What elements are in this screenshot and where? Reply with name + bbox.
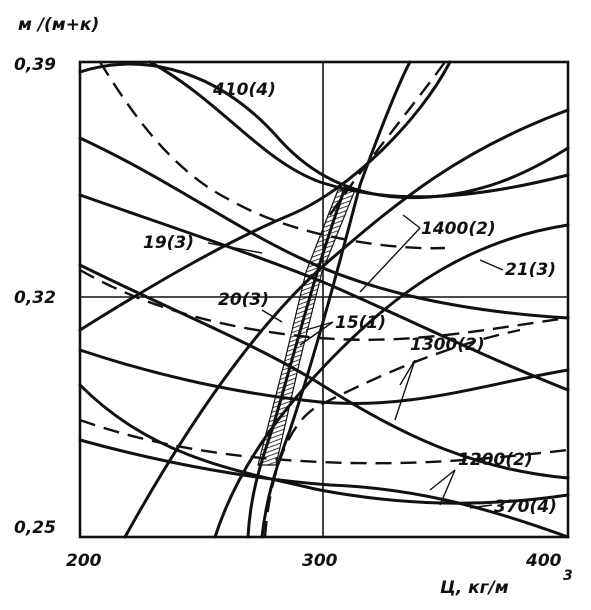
leader-370-4 [469, 504, 493, 509]
x-tick-300: 300 [302, 551, 338, 571]
dashed-19-3 [98, 61, 446, 250]
curve-1400-2 [78, 193, 570, 392]
curve-1300-2-b [78, 348, 570, 406]
label-1300-2: 1300(2) [410, 335, 485, 355]
leader-1400-2 [359, 214, 421, 293]
leader-1300-2 [394, 359, 416, 421]
curve-15-1-right [260, 60, 412, 539]
curve-370-4 [78, 383, 570, 505]
y-tick-032: 0,32 [14, 288, 56, 308]
dashed-20-3 [79, 268, 569, 341]
label-20-3: 20(3) [218, 290, 269, 310]
curve-19-3 [213, 223, 570, 539]
y-axis-label: м /(м+к) [18, 15, 99, 35]
curve-410-4 [78, 62, 570, 200]
y-tick-039: 0,39 [14, 55, 56, 75]
label-21-3: 21(3) [505, 260, 556, 280]
plot-frame [78, 60, 570, 539]
label-410-4: 410(4) [212, 80, 276, 100]
label-370-4: 370(4) [494, 497, 557, 517]
hatched-band-15-1 [257, 189, 356, 466]
label-1400-2: 1400(2) [421, 219, 496, 239]
leader-15-1 [299, 321, 334, 346]
curve-20-3 [78, 60, 452, 332]
x-tick-200: 200 [66, 551, 102, 571]
curve-1300-2 [78, 263, 570, 480]
leader-20-3 [261, 309, 283, 323]
leader-21-3a [479, 259, 504, 271]
label-15-1: 15(1) [335, 313, 386, 333]
label-19-3: 19(3) [143, 233, 194, 253]
curve-1200-2 [78, 438, 570, 539]
leader-19-3 [207, 242, 263, 254]
curve-1400-2-b [78, 136, 570, 320]
y-tick-025: 0,25 [14, 518, 56, 538]
curve-21-3 [123, 108, 570, 539]
curve-410-4-upper [148, 60, 570, 199]
dashed-21-3 [79, 418, 569, 465]
dashed-lower-right [263, 328, 521, 538]
x-tick-400: 400 [525, 551, 562, 571]
label-1200-2: 1200(2) [458, 450, 533, 470]
x-axis-label-sup: 3 [563, 568, 573, 584]
x-axis-label: Ц, кг/м [440, 578, 509, 598]
leader-1200-2 [429, 469, 456, 506]
